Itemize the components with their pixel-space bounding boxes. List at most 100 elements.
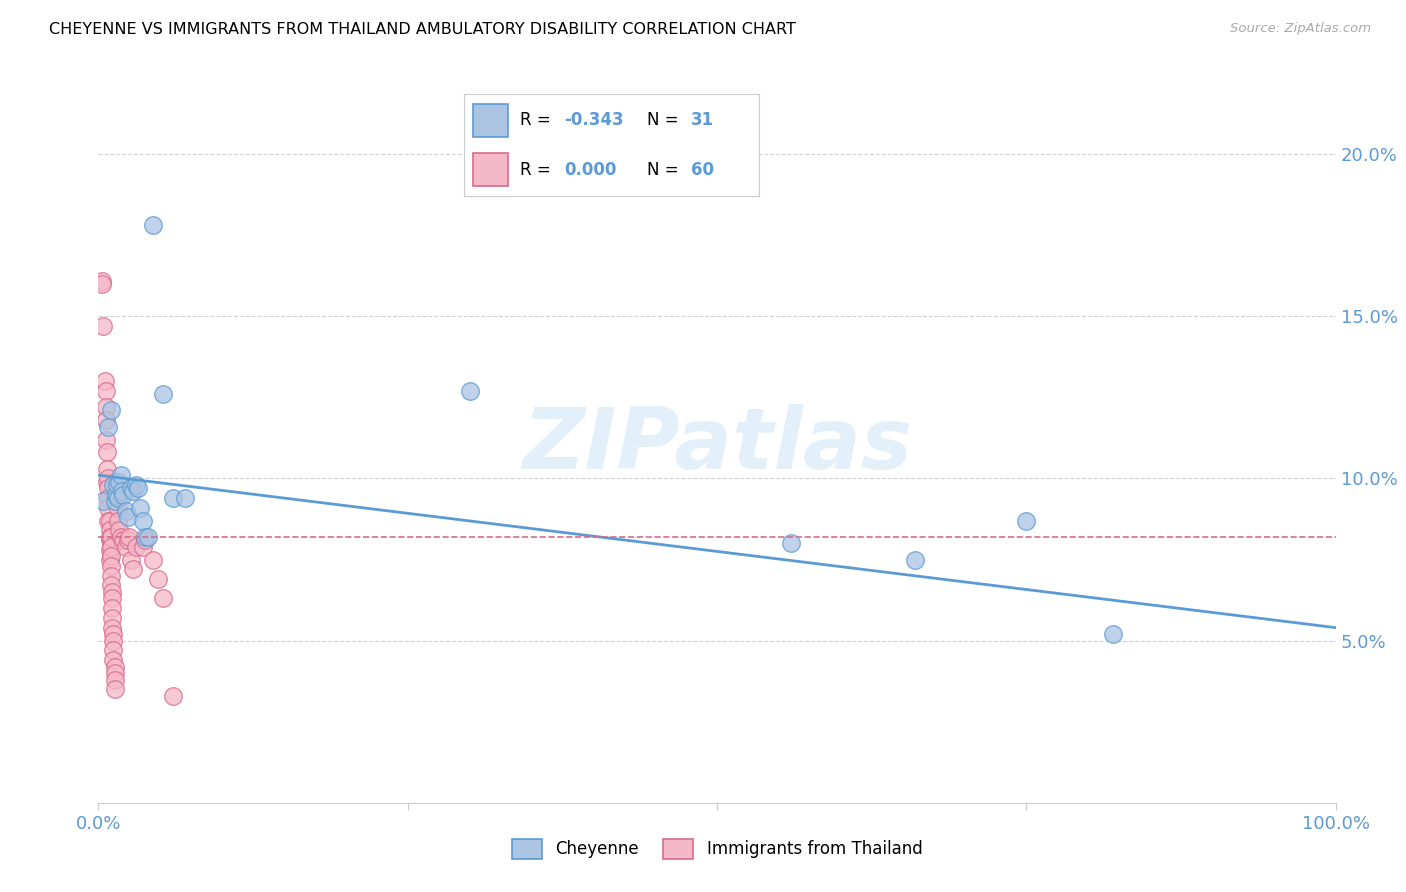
Point: [100, 559, 122, 574]
Text: -0.343: -0.343: [564, 112, 624, 129]
Point: [110, 468, 132, 483]
Point: [122, 562, 145, 576]
Point: [101, 611, 124, 625]
Point: [97, 500, 120, 515]
Bar: [472, 104, 509, 136]
Point: [122, 484, 145, 499]
Point: [91, 274, 114, 288]
Point: [98, 542, 121, 557]
Point: [105, 494, 128, 508]
Text: N =: N =: [647, 112, 683, 129]
Point: [103, 659, 125, 673]
Bar: [472, 153, 509, 186]
Point: [134, 530, 156, 544]
Point: [93, 318, 115, 333]
Legend: Cheyenne, Immigrants from Thailand: Cheyenne, Immigrants from Thailand: [505, 832, 929, 866]
Point: [93, 374, 115, 388]
Point: [132, 514, 155, 528]
Point: [117, 533, 139, 547]
Text: ZIPatlas: ZIPatlas: [522, 404, 912, 488]
Point: [97, 514, 120, 528]
Point: [162, 491, 184, 505]
Point: [94, 413, 117, 427]
Point: [114, 504, 136, 518]
Point: [104, 488, 127, 502]
Point: [101, 621, 124, 635]
Point: [101, 591, 124, 606]
Point: [100, 549, 122, 564]
Point: [120, 552, 142, 566]
Point: [96, 461, 118, 475]
Text: 31: 31: [692, 112, 714, 129]
Point: [146, 572, 169, 586]
Point: [103, 682, 125, 697]
Text: 60: 60: [692, 161, 714, 178]
Point: [103, 653, 125, 667]
Point: [174, 491, 197, 505]
Point: [107, 500, 129, 515]
Point: [114, 540, 136, 554]
Point: [97, 471, 120, 485]
Point: [96, 445, 118, 459]
Text: 0.000: 0.000: [564, 161, 617, 178]
Point: [105, 478, 128, 492]
Point: [134, 533, 156, 547]
Point: [97, 419, 120, 434]
Point: [107, 514, 129, 528]
Point: [118, 530, 141, 544]
Point: [136, 530, 159, 544]
Point: [152, 591, 174, 606]
Point: [101, 585, 124, 599]
Point: [1102, 627, 1125, 641]
Point: [93, 494, 115, 508]
Point: [100, 540, 122, 554]
Point: [904, 552, 927, 566]
Point: [103, 633, 125, 648]
Point: [91, 277, 114, 291]
Point: [132, 540, 155, 554]
Point: [94, 433, 117, 447]
Point: [120, 481, 142, 495]
Point: [142, 552, 165, 566]
Point: [94, 400, 117, 414]
Point: [104, 475, 127, 489]
Point: [103, 478, 125, 492]
Point: [98, 524, 121, 538]
Point: [124, 478, 146, 492]
Point: [101, 601, 124, 615]
Point: [108, 475, 131, 489]
Point: [100, 530, 122, 544]
Point: [152, 387, 174, 401]
Point: [96, 475, 118, 489]
Point: [98, 514, 121, 528]
Point: [103, 673, 125, 687]
Point: [112, 488, 135, 502]
Point: [97, 491, 120, 505]
Point: [107, 491, 129, 505]
Point: [103, 643, 125, 657]
Point: [100, 578, 122, 592]
Point: [124, 540, 146, 554]
Point: [458, 384, 481, 398]
Point: [97, 481, 120, 495]
Point: [98, 552, 121, 566]
Point: [111, 484, 134, 499]
Point: [142, 219, 165, 233]
Point: [108, 524, 131, 538]
Point: [117, 510, 139, 524]
Point: [100, 568, 122, 582]
Point: [103, 494, 125, 508]
Point: [780, 536, 803, 550]
Point: [98, 530, 121, 544]
Point: [162, 689, 184, 703]
Point: [100, 403, 122, 417]
Text: N =: N =: [647, 161, 683, 178]
Point: [127, 481, 149, 495]
Text: Source: ZipAtlas.com: Source: ZipAtlas.com: [1230, 22, 1371, 36]
Point: [1015, 514, 1038, 528]
Text: CHEYENNE VS IMMIGRANTS FROM THAILAND AMBULATORY DISABILITY CORRELATION CHART: CHEYENNE VS IMMIGRANTS FROM THAILAND AMB…: [49, 22, 796, 37]
Point: [103, 627, 125, 641]
Point: [94, 384, 117, 398]
Text: R =: R =: [520, 112, 557, 129]
Point: [129, 500, 152, 515]
